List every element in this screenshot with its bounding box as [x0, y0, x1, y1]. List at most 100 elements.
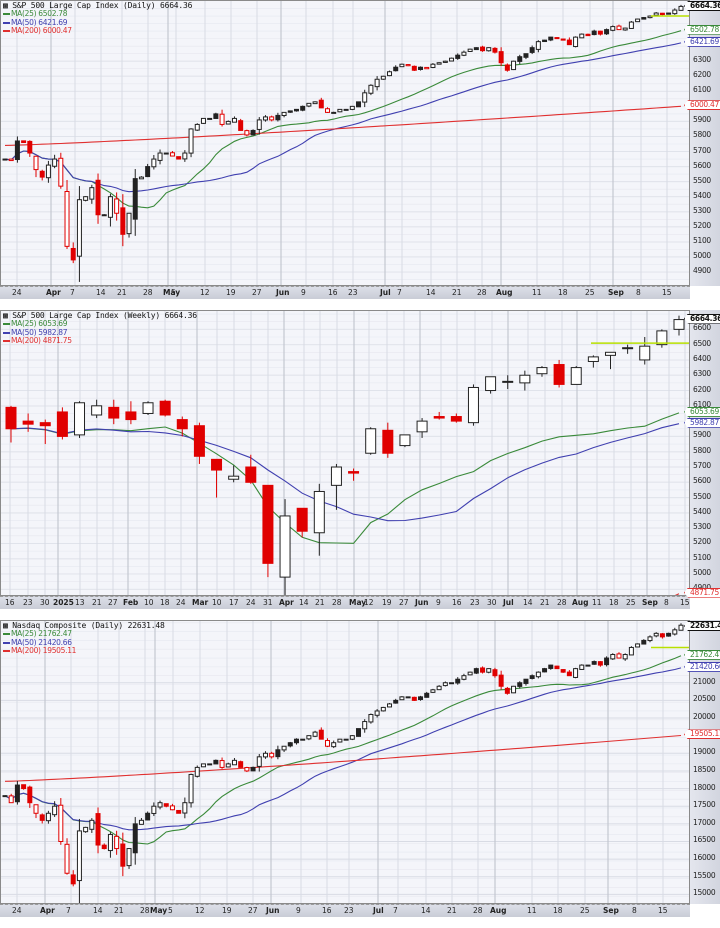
candle: [219, 109, 225, 127]
candle: [399, 696, 405, 701]
candle: [225, 762, 231, 768]
x-tick-label: 10: [144, 598, 154, 607]
candle: [591, 29, 597, 36]
x-tick-label: 18: [553, 906, 563, 915]
x-tick-label: 21: [114, 906, 124, 915]
candle: [424, 691, 430, 698]
candle: [548, 664, 554, 670]
x-tick-label: Mar: [192, 598, 209, 607]
candle: [126, 848, 132, 869]
candle: [262, 115, 268, 122]
x-tick-label: 23: [23, 598, 33, 607]
x-tick-label: 21: [452, 288, 462, 297]
legend-ma-0: MA(25) 6502.78: [3, 10, 192, 18]
candle: [666, 12, 672, 15]
chart-title: ▩ S&P 500 Large Cap Index (Weekly) 6664.…: [3, 311, 197, 320]
candle: [188, 128, 194, 158]
candle: [467, 48, 473, 52]
price-tag: 6664.36: [684, 1, 720, 11]
candle: [95, 807, 101, 854]
x-tick-label: 8: [664, 598, 669, 607]
candle: [45, 810, 51, 824]
y-tick-label: 5300: [693, 205, 711, 215]
y-tick-label: 5500: [693, 175, 711, 185]
x-tick-label: 5: [168, 906, 173, 915]
candle: [52, 154, 58, 169]
candle: [362, 89, 368, 108]
x-tick-label: 27: [248, 906, 258, 915]
y-tick-label: 19000: [693, 747, 716, 757]
x-tick-label: May: [150, 906, 168, 915]
ma25-line: [4, 655, 682, 845]
x-tick-label: 11: [592, 598, 602, 607]
x-tick-label: 9: [296, 906, 301, 915]
x-tick-label: 30: [40, 598, 50, 607]
candle: [27, 140, 33, 157]
candle: [449, 57, 455, 62]
candle: [58, 152, 64, 189]
candle: [58, 798, 64, 845]
plot-area[interactable]: [0, 310, 690, 596]
x-tick-label: 11: [527, 906, 537, 915]
price-tag: 4871.75: [684, 587, 720, 598]
x-tick-label: 8: [632, 906, 637, 915]
price-tag: 22631.48: [684, 621, 720, 631]
candle: [269, 751, 275, 759]
candle: [519, 370, 531, 391]
candle: [641, 17, 647, 20]
candle: [89, 818, 95, 833]
candle: [244, 129, 250, 137]
y-tick-label: 5400: [693, 190, 711, 200]
candle: [585, 664, 591, 667]
candle: [517, 54, 523, 65]
candle: [436, 62, 442, 65]
candle: [83, 196, 89, 202]
x-tick-label: 18: [558, 288, 568, 297]
candle: [659, 633, 665, 639]
candle: [293, 738, 299, 745]
candle: [76, 818, 82, 903]
candle: [473, 47, 479, 51]
y-tick-label: 5300: [693, 522, 711, 532]
candle: [39, 419, 51, 445]
candle: [39, 169, 45, 181]
price-tag: 21762.47: [684, 649, 720, 660]
x-tick-label: 23: [348, 288, 358, 297]
plot-area[interactable]: [0, 620, 690, 904]
x-tick-label: 27: [252, 288, 262, 297]
x-tick-label: 12: [364, 598, 374, 607]
candle: [349, 105, 355, 111]
candle: [387, 70, 393, 77]
candle: [281, 111, 287, 118]
x-tick-label: 19: [226, 288, 236, 297]
date-axis: [0, 904, 690, 917]
candle: [380, 75, 386, 80]
candle: [159, 399, 171, 417]
candle: [673, 315, 685, 336]
candle: [101, 843, 107, 850]
candle: [262, 484, 274, 578]
candle: [473, 667, 479, 675]
candle: [21, 140, 27, 143]
candle: [393, 698, 399, 704]
y-tick-label: 5700: [693, 145, 711, 155]
x-tick-label: Jul: [503, 598, 514, 607]
x-tick-label: 16: [322, 906, 332, 915]
plot-area[interactable]: [0, 0, 690, 286]
candle: [573, 667, 579, 679]
x-tick-label: 25: [585, 288, 595, 297]
candle: [430, 688, 436, 693]
candle: [151, 155, 157, 170]
candle: [579, 664, 585, 670]
x-tick-label: 23: [344, 906, 354, 915]
candle: [399, 434, 411, 448]
candle: [604, 28, 610, 35]
x-tick-label: 16: [328, 288, 338, 297]
date-axis: [0, 286, 690, 299]
y-tick-label: 5800: [693, 130, 711, 140]
candle: [639, 337, 651, 365]
x-tick-label: 23: [470, 598, 480, 607]
candle: [647, 635, 653, 643]
x-tick-label: 21: [540, 598, 550, 607]
ma50-line: [10, 423, 680, 522]
